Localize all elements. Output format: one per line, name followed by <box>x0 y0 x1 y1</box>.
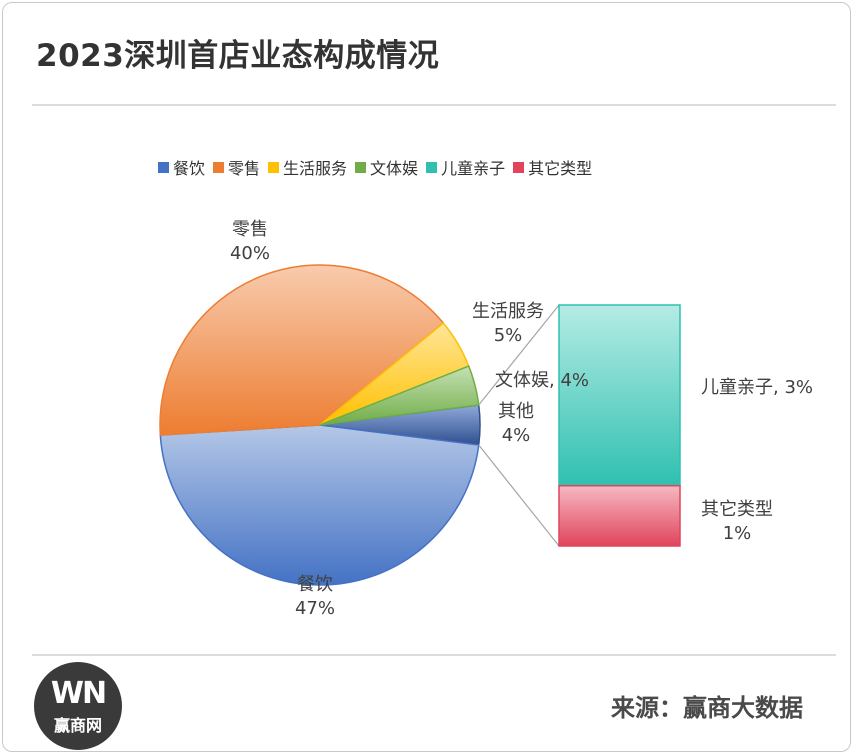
pie-slice-dining <box>159 424 480 586</box>
title-divider <box>32 104 836 106</box>
connector-bottom <box>478 444 560 547</box>
source-note: 来源：赢商大数据 <box>611 694 803 722</box>
logo-text: 赢商网 <box>53 716 102 735</box>
legend-item-other-types: 其它类型 <box>513 155 592 179</box>
data-label-other: 其他 4% <box>498 401 534 446</box>
legend-swatch-dining <box>158 161 169 173</box>
legend-item-services: 生活服务 <box>268 155 347 179</box>
bar-segment-kids <box>558 304 681 487</box>
data-label-kids: 儿童亲子, 3% <box>701 377 813 398</box>
chart-title: 2023深圳首店业态构成情况 <box>36 38 440 74</box>
logo-mark: WN <box>50 676 107 711</box>
legend-label-other-types: 其它类型 <box>528 159 593 178</box>
legend-swatch-other-types <box>513 161 525 173</box>
bar-segment-other-types <box>558 485 681 547</box>
footer-divider <box>32 654 836 656</box>
data-label-other-types: 其它类型 1% <box>701 499 773 544</box>
legend-swatch-retail <box>213 161 225 173</box>
legend-label-services: 生活服务 <box>283 159 348 178</box>
connector-top <box>478 304 560 406</box>
data-label-dining: 餐饮 47% <box>295 574 335 619</box>
legend-item-retail: 零售 <box>213 155 260 179</box>
data-label-services: 生活服务 5% <box>472 301 544 346</box>
legend-swatch-services <box>268 161 280 173</box>
legend-item-entertainment: 文体娱 <box>355 155 418 179</box>
data-label-entertainment: 文体娱, 4% <box>495 370 589 391</box>
pie-slice-retail <box>159 264 445 436</box>
legend-label-entertainment: 文体娱 <box>370 159 419 178</box>
legend-swatch-kids <box>426 161 438 173</box>
legend-label-retail: 零售 <box>228 159 261 178</box>
legend-label-dining: 餐饮 <box>173 159 206 178</box>
chart-legend: 餐饮 零售 生活服务 文体娱 儿童亲子 其它类型 <box>158 156 592 178</box>
legend-label-kids: 儿童亲子 <box>441 159 506 178</box>
data-label-retail: 零售 40% <box>230 219 270 264</box>
legend-item-dining: 餐饮 <box>158 155 205 179</box>
legend-swatch-entertainment <box>355 161 367 173</box>
brand-logo: WN 赢商网 <box>34 662 122 750</box>
legend-item-kids: 儿童亲子 <box>426 155 505 179</box>
